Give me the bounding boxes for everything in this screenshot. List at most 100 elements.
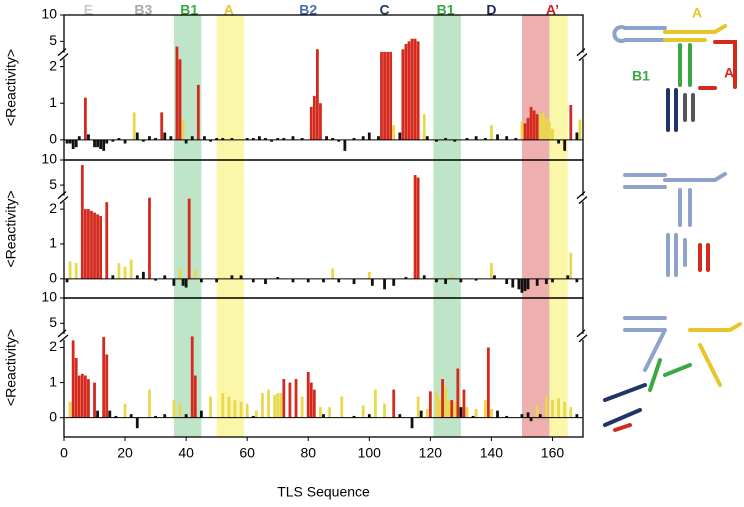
bar [532,110,536,140]
bar [160,112,164,140]
bar [221,138,225,140]
bar [367,414,371,418]
bar [294,379,298,418]
y-tick-label: 2 [49,200,57,216]
bar [96,410,99,418]
bar [361,136,365,140]
bar [264,138,267,140]
bar [471,415,475,418]
x-tick-label: 0 [60,445,68,461]
bar [99,139,103,150]
bar [331,138,335,140]
y-tick-label: 2 [49,57,57,73]
bar [93,139,96,148]
bar [496,134,499,140]
bar [505,136,509,140]
y-tick-label: 2 [49,338,57,354]
bar [520,414,524,418]
highlight-band [173,15,202,437]
bar [154,138,157,140]
bar [105,354,109,418]
diagram-helix [613,423,632,432]
bar [544,396,548,418]
bar [428,391,432,418]
y-tick-label: 10 [41,289,57,305]
bar [520,278,524,293]
bar [102,139,106,151]
axis-break [576,48,588,62]
bar [392,125,396,140]
bar [148,389,151,418]
bar [93,212,96,279]
bar [352,278,356,285]
bar [535,278,539,286]
bar [96,139,99,148]
bar [465,138,469,140]
highlight-band [521,15,550,437]
axis-break-gap [577,333,589,340]
axis-break-gap [577,195,589,202]
bar [291,136,295,140]
bar [309,382,313,418]
bar [312,95,316,140]
highlight-band [433,15,461,437]
bar [544,278,548,285]
bar [474,278,478,281]
bar [483,400,487,418]
bar [575,414,579,418]
bar [483,138,487,140]
diagram-helix [623,316,667,372]
bar [276,277,280,279]
bar [526,412,530,418]
bar [68,139,72,144]
bar [215,278,219,283]
bar [117,138,121,140]
bar [178,59,182,140]
bar [361,405,365,418]
bar [87,209,90,279]
axis-break [57,191,69,205]
axis-break [57,329,69,343]
bar [505,278,509,285]
bar [87,134,90,140]
bar [123,139,127,144]
y-tick-label: 5 [49,32,57,48]
bar [435,139,438,142]
bar [163,275,167,279]
bar [520,121,524,140]
x-tick-label: 40 [178,445,194,461]
region-label: B1 [180,2,198,18]
bar [172,278,176,286]
y-tick-label: 10 [41,6,57,22]
bar [257,136,261,140]
bar [413,175,417,279]
bar [68,261,72,279]
bar [315,49,319,140]
bar [569,407,573,418]
bar [459,278,463,283]
bar [199,278,203,283]
bar [410,417,414,429]
bar [392,389,396,418]
bar [276,393,280,418]
bar [444,386,448,418]
y-tick-label: 10 [41,151,57,167]
bar [422,114,426,140]
diagrams [603,24,742,432]
x-tick-label: 60 [239,445,255,461]
bar [398,132,402,140]
bar [398,414,402,418]
bar [331,268,335,279]
bar [367,132,371,140]
bar [312,389,316,418]
bar [154,415,157,418]
bar [486,347,490,418]
bar [99,216,103,279]
bar [367,271,371,279]
bar [108,410,112,418]
bar [529,417,533,422]
bar [114,415,118,418]
bar [383,278,386,290]
bar [306,278,310,283]
axis-break-gap [58,333,70,340]
